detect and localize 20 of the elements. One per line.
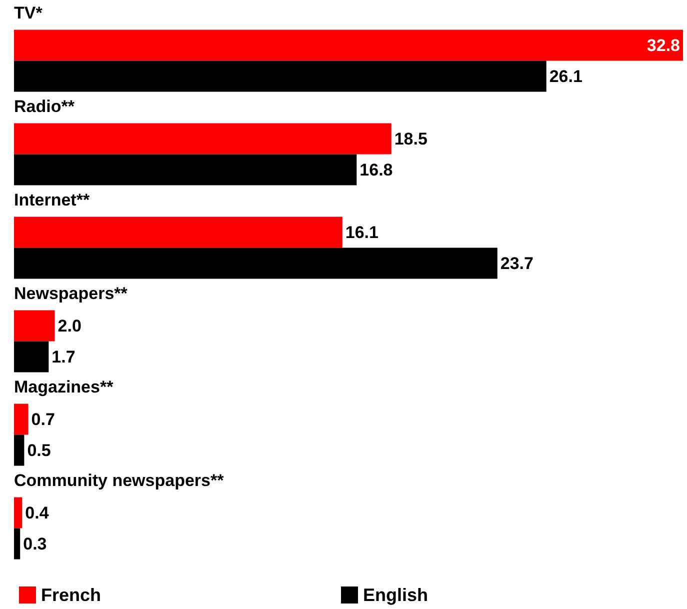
data-label: 16.8: [360, 160, 393, 180]
data-label: 2.0: [58, 316, 82, 336]
data-label: 26.1: [549, 66, 582, 86]
data-label: 1.7: [52, 347, 76, 366]
data-label: 32.8: [646, 36, 680, 55]
data-label: 0.7: [31, 410, 55, 429]
y-tick-label: Internet**: [14, 190, 90, 210]
y-tick-label: Community newspapers**: [14, 470, 224, 490]
legend-label: French: [41, 585, 102, 605]
data-label: 23.7: [500, 254, 534, 273]
legend-label: English: [363, 585, 428, 605]
data-label: 16.1: [345, 222, 378, 242]
y-tick-label: Magazines**: [14, 377, 114, 396]
y-tick-label: Radio**: [14, 96, 75, 116]
y-tick-label: TV*: [14, 3, 43, 22]
data-label: 18.5: [394, 129, 428, 148]
y-tick-label: Newspapers**: [14, 284, 128, 303]
data-label: 0.4: [25, 503, 50, 522]
data-label: 0.3: [23, 534, 47, 554]
data-label: 0.5: [27, 440, 51, 460]
